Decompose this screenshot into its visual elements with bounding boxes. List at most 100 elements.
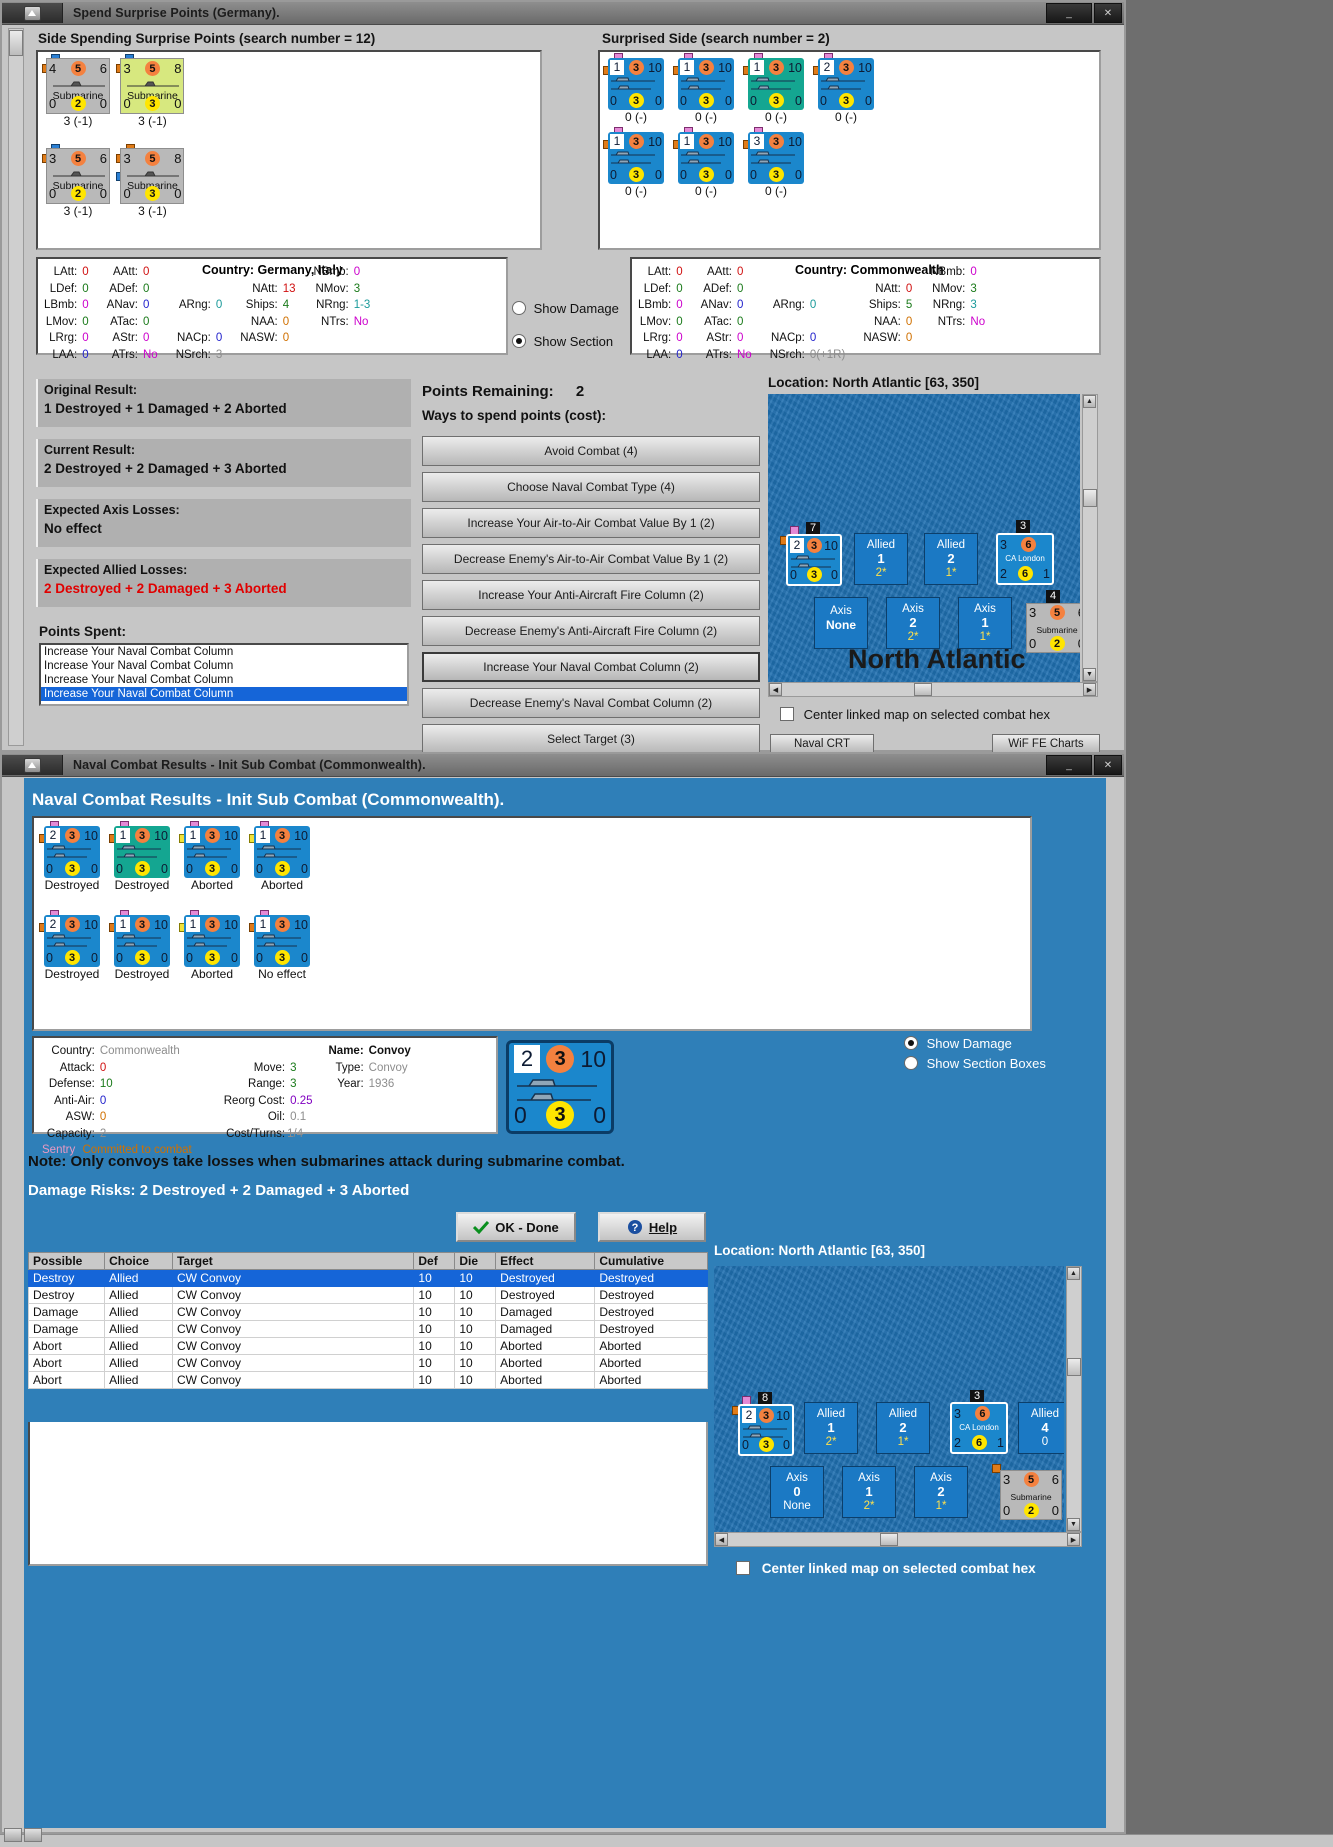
convoy-counter[interactable]: 2 3 10 0 3 0 0 (-) (813, 53, 874, 124)
top-window-titlebar[interactable]: Spend Surprise Points (Germany). _ ✕ (2, 2, 1124, 25)
table-row[interactable]: Abort Allied CW Convoy 10 10 Aborted Aborted (27, 1371, 708, 1389)
spend-option-button[interactable]: Select Target (3) (422, 724, 760, 754)
map-scroll-down-icon[interactable]: ▼ (1067, 1518, 1080, 1531)
map-box-axis-0-bottom[interactable]: Axis 0 None (770, 1466, 824, 1518)
table-row[interactable]: Destroy Allied CW Convoy 10 10 Destroyed Destr… (27, 1286, 708, 1304)
minimize-button[interactable]: _ (1046, 3, 1092, 23)
spend-option-button[interactable]: Choose Naval Combat Type (4) (422, 472, 760, 502)
map-vscrollbar-top[interactable] (1082, 394, 1098, 682)
window-menu-icon[interactable] (2, 3, 63, 23)
map-vscroll-thumb[interactable] (1083, 489, 1097, 507)
close-button[interactable]: ✕ (1094, 755, 1122, 775)
submarine-counter[interactable]: 456 Submarine 020 3 (-1) (42, 54, 110, 128)
close-button[interactable]: ✕ (1094, 3, 1122, 23)
table-header[interactable]: Effect (495, 1252, 596, 1270)
points-spent-listbox[interactable]: Increase Your Naval Combat Column Increa… (39, 643, 409, 706)
convoy-counter[interactable]: 1 3 10 0 3 0 Destroyed (109, 821, 170, 892)
convoy-counter[interactable]: 2 3 10 0 3 0 Destroyed (39, 821, 100, 892)
table-row[interactable]: Damage Allied CW Convoy 10 10 Damaged Destroye… (27, 1303, 708, 1321)
spend-option-button[interactable]: Increase Your Anti-Aircraft Fire Column … (422, 580, 760, 610)
table-header[interactable]: Target (171, 1252, 415, 1270)
center-map-checkbox-row-top[interactable]: Center linked map on selected combat hex (780, 707, 1050, 722)
minimize-button[interactable]: _ (1046, 755, 1092, 775)
map-submarine-counter[interactable]: 356 Submarine 020 (1026, 603, 1080, 653)
map-box-axis-2[interactable]: Axis 2 2* (886, 597, 940, 649)
convoy-counter[interactable]: 1 3 10 0 3 0 Destroyed (109, 910, 170, 981)
list-item[interactable]: Increase Your Naval Combat Column (44, 660, 234, 672)
convoy-counter[interactable]: 1 3 10 0 3 0 Aborted (249, 821, 310, 892)
spend-option-button[interactable]: Decrease Enemy's Air-to-Air Combat Value… (422, 544, 760, 574)
table-header[interactable]: Die (454, 1252, 497, 1270)
convoy-counter[interactable]: 1 3 10 0 3 0 0 (-) (603, 53, 664, 124)
map-scroll-left-icon[interactable]: ◀ (715, 1533, 728, 1546)
map-box-allied-2[interactable]: Allied 2 1* (924, 533, 978, 585)
map-box-axis-2-bottom[interactable]: Axis 2 1* (914, 1466, 968, 1518)
map-scroll-up-icon[interactable]: ▲ (1067, 1267, 1080, 1280)
window-menu-icon[interactable] (2, 755, 63, 775)
submarine-counter[interactable]: 358 Submarine 030 3 (-1) (116, 54, 185, 128)
ok-done-button[interactable]: OK - Done (456, 1212, 576, 1242)
combat-results-table[interactable]: Possible Choice Target Def Die Effect Cumulati… (27, 1252, 708, 1389)
wif-fe-charts-button[interactable]: WiF FE Charts (992, 734, 1100, 754)
table-row[interactable]: Abort Allied CW Convoy 10 10 Aborted Aborted (27, 1337, 708, 1355)
show-damage-radio-bottom[interactable]: Show Damage (904, 1036, 1012, 1051)
spend-option-button[interactable]: Increase Your Air-to-Air Combat Value By… (422, 508, 760, 538)
map-scroll-left-icon[interactable]: ◀ (769, 683, 782, 696)
bottom-window-titlebar[interactable]: Naval Combat Results - Init Sub Combat (… (2, 754, 1124, 777)
center-map-checkbox-row-bottom[interactable]: Center linked map on selected combat hex (736, 1561, 1036, 1576)
map-box-axis-1[interactable]: Axis 1 1* (958, 597, 1012, 649)
resize-grip-icon[interactable] (4, 1828, 22, 1842)
map-box-axis-1-bottom[interactable]: Axis 1 2* (842, 1466, 896, 1518)
spend-option-button[interactable]: Increase Your Naval Combat Column (2) (422, 652, 760, 682)
map-scroll-up-icon[interactable]: ▲ (1083, 395, 1096, 408)
table-row[interactable]: Damage Allied CW Convoy 10 10 Damaged Destroye… (27, 1320, 708, 1338)
map-box-allied-1-bottom[interactable]: Allied 1 2* (804, 1402, 858, 1454)
window-vscrollbar[interactable] (8, 28, 24, 746)
spend-option-button[interactable]: Decrease Enemy's Naval Combat Column (2) (422, 688, 760, 718)
table-row[interactable]: Abort Allied CW Convoy 10 10 Aborted Aborted (27, 1354, 708, 1372)
convoy-counter[interactable]: 1 3 10 0 3 0 Aborted (179, 910, 240, 981)
convoy-counter[interactable]: 1 3 10 0 3 0 0 (-) (603, 127, 664, 198)
show-section-radio[interactable]: Show Section (512, 334, 613, 349)
table-row[interactable]: Destroy Allied CW Convoy 10 10 Destroyed Destr… (27, 1269, 708, 1287)
map-vscrollbar-bottom[interactable] (1066, 1266, 1082, 1532)
map-box-allied-1[interactable]: Allied 1 2* (854, 533, 908, 585)
map-hscrollbar-top[interactable] (768, 682, 1098, 697)
map-vscroll-thumb[interactable] (1067, 1358, 1081, 1376)
radio-dot-icon[interactable] (904, 1036, 918, 1050)
table-header[interactable]: Def (413, 1252, 456, 1270)
map-hscroll-thumb[interactable] (880, 1533, 898, 1546)
table-header[interactable]: Possible (27, 1252, 106, 1270)
show-section-boxes-radio[interactable]: Show Section Boxes (904, 1056, 1046, 1071)
map-box-allied-2-bottom[interactable]: Allied 2 1* (876, 1402, 930, 1454)
show-damage-radio[interactable]: Show Damage (512, 301, 619, 316)
spend-option-button[interactable]: Avoid Combat (4) (422, 436, 760, 466)
map-box-axis-none[interactable]: Axis None (814, 597, 868, 649)
map-box-allied-4-bottom[interactable]: Allied 4 0 (1018, 1402, 1064, 1454)
help-button[interactable]: ? Help (598, 1212, 706, 1242)
submarine-counter[interactable]: 358 Submarine 030 3 (-1) (116, 144, 185, 218)
map-hscroll-thumb[interactable] (914, 683, 932, 696)
convoy-counter[interactable]: 1 3 10 0 3 0 0 (-) (673, 53, 734, 124)
radio-dot-icon[interactable] (512, 301, 526, 315)
table-header[interactable]: Cumulative (594, 1252, 708, 1270)
list-item[interactable]: Increase Your Naval Combat Column (41, 687, 407, 701)
radio-dot-icon[interactable] (512, 334, 526, 348)
spend-option-button[interactable]: Decrease Enemy's Anti-Aircraft Fire Colu… (422, 616, 760, 646)
convoy-counter[interactable]: 1 3 10 0 3 0 0 (-) (743, 53, 804, 124)
convoy-counter[interactable]: 1 3 10 0 3 0 No effect (249, 910, 310, 981)
convoy-counter[interactable]: 3 3 10 0 3 0 0 (-) (743, 127, 804, 198)
list-item[interactable]: Increase Your Naval Combat Column (44, 646, 234, 658)
list-item[interactable]: Increase Your Naval Combat Column (44, 674, 234, 686)
map-scroll-right-icon[interactable]: ▶ (1083, 683, 1096, 696)
checkbox-icon[interactable] (736, 1561, 750, 1575)
map-hscrollbar-bottom[interactable] (714, 1532, 1082, 1547)
